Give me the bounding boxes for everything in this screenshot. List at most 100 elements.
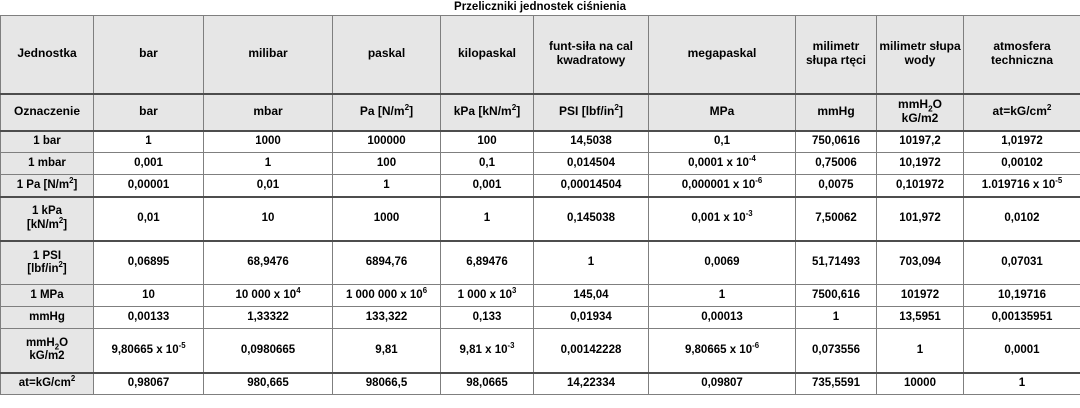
table-cell: 10 <box>203 195 333 241</box>
table-cell: 101,972 <box>876 195 964 241</box>
row-label: at=kG/cm2 <box>0 371 94 395</box>
table-row: 1 MPa 10 10 000 x 104 1 000 000 x 106 1 000 … <box>0 284 1080 307</box>
table-cell: 100 <box>440 130 534 153</box>
table-cell: 9,81 <box>332 328 441 373</box>
table-cell: 0,001 <box>440 174 534 197</box>
row-label: 1 mbar <box>0 152 94 175</box>
table-cell: 0,01 <box>203 174 333 197</box>
table-cell: 1 000 x 103 <box>440 284 534 307</box>
table-row: mmHg 0,00133 1,33322 133,322 0,133 0,01934 0,0… <box>0 306 1080 329</box>
page-title: Przeliczniki jednostek ciśnienia <box>454 1 626 13</box>
table-cell: 10000 <box>876 371 964 395</box>
table-row: 1 PSI [lbf/in2] 0,06895 68,9476 6894,76 6,894… <box>0 239 1080 285</box>
header-symbol-mmhg: mmHg <box>795 93 877 132</box>
table-cell: 0,01 <box>93 195 204 241</box>
header-unit-mmhg: milimetr słupa rtęci <box>795 15 877 95</box>
table-cell: 101972 <box>876 284 964 307</box>
table-row: 1 bar 1 1000 100000 100 14,5038 0,1 750,0616 101… <box>0 130 1080 153</box>
table-cell: 51,71493 <box>795 239 877 285</box>
table-cell: 0,00133 <box>93 306 204 329</box>
table-cell: 0,98067 <box>93 371 204 395</box>
table-cell: 0,01934 <box>533 306 649 329</box>
table-cell: 98,0665 <box>440 371 534 395</box>
table-cell: 14,22334 <box>533 371 649 395</box>
table-cell: 13,5951 <box>876 306 964 329</box>
table-cell: 0,001 <box>93 152 204 175</box>
table-cell: 133,322 <box>332 306 441 329</box>
row-label: mmHg <box>0 306 94 329</box>
table-cell: 1 <box>93 130 204 153</box>
table-cell: 10,19716 <box>963 284 1080 307</box>
header-symbol-mbar: mbar <box>203 93 333 132</box>
table-cell: 1 <box>876 328 964 373</box>
table-cell: 7,50062 <box>795 195 877 241</box>
table-cell: 1 <box>203 152 333 175</box>
table-cell: 0,09807 <box>648 371 796 395</box>
table-cell: 0,133 <box>440 306 534 329</box>
table-row: 1 Pa [N/m2] 0,00001 0,01 1 0,001 0,00014504 0,… <box>0 174 1080 197</box>
header-symbol-kpa: kPa [kN/m2] <box>440 93 534 132</box>
header-unit-paskal: paskal <box>332 15 441 95</box>
header-jednostka: Jednostka <box>0 15 94 95</box>
table-cell: 9,80665 x 10-6 <box>648 328 796 373</box>
table-cell: 0,0001 x 10-4 <box>648 152 796 175</box>
table-cell: 0,00014504 <box>533 174 649 197</box>
table-cell: 1,33322 <box>203 306 333 329</box>
table-cell: 10 <box>93 284 204 307</box>
table-cell: 1000 <box>332 195 441 241</box>
header-unit-milibar: milibar <box>203 15 333 95</box>
table-cell: 7500,616 <box>795 284 877 307</box>
row-label: 1 bar <box>0 130 94 153</box>
table-cell: 1000 <box>203 130 333 153</box>
table-cell: 703,094 <box>876 239 964 285</box>
table-cell: 98066,5 <box>332 371 441 395</box>
header-unit-mmh2o: milimetr słupa wody <box>876 15 964 95</box>
table-cell: 0,00135951 <box>963 306 1080 329</box>
table-cell: 10 000 x 104 <box>203 284 333 307</box>
table-cell: 0,75006 <box>795 152 877 175</box>
table-cell: 0,1 <box>440 152 534 175</box>
header-symbol-mpa: MPa <box>648 93 796 132</box>
header-symbol-mmh2o: mmH2O kG/m2 <box>876 93 964 132</box>
header-symbol-bar: bar <box>93 93 204 132</box>
header-symbol-at: at=kG/cm2 <box>963 93 1080 132</box>
table-cell: 0,0102 <box>963 195 1080 241</box>
table-cell: 0,001 x 10-3 <box>648 195 796 241</box>
table-row: at=kG/cm2 0,98067 980,665 98066,5 98,0665 14,… <box>0 371 1080 395</box>
row-label: 1 PSI [lbf/in2] <box>0 239 94 285</box>
table-cell: 10197,2 <box>876 130 964 153</box>
table-cell: 6,89476 <box>440 239 534 285</box>
row-label: 1 MPa <box>0 284 94 307</box>
table-cell: 1.019716 x 10-5 <box>963 174 1080 197</box>
table-cell: 1 <box>648 284 796 307</box>
table-cell: 1 <box>963 371 1080 395</box>
header-unit-bar: bar <box>93 15 204 95</box>
table-head: Jednostka bar milibar paskal kilopaskal … <box>0 15 1080 132</box>
table-row: mmH2O kG/m2 9,80665 x 10-5 0,0980665 9,81 9,8… <box>0 328 1080 373</box>
row-label: 1 Pa [N/m2] <box>0 174 94 197</box>
table-cell: 0,0001 <box>963 328 1080 373</box>
table-cell: 0,07031 <box>963 239 1080 285</box>
table-cell: 0,101972 <box>876 174 964 197</box>
table-cell: 10,1972 <box>876 152 964 175</box>
table-cell: 0,000001 x 10-6 <box>648 174 796 197</box>
header-oznaczenie: Oznaczenie <box>0 93 94 132</box>
table-body: 1 bar 1 1000 100000 100 14,5038 0,1 750,0616 101… <box>0 130 1080 395</box>
header-unit-kilopaskal: kilopaskal <box>440 15 534 95</box>
row-label: 1 kPa [kN/m2] <box>0 195 94 241</box>
table-cell: 1,01972 <box>963 130 1080 153</box>
table-cell: 14,5038 <box>533 130 649 153</box>
header-symbol-psi: PSI [lbf/in2] <box>533 93 649 132</box>
table-cell: 1 <box>795 306 877 329</box>
table-cell: 0,00142228 <box>533 328 649 373</box>
table-cell: 1 <box>332 174 441 197</box>
table-cell: 0,1 <box>648 130 796 153</box>
table-cell: 1 <box>533 239 649 285</box>
header-row-symbols: Oznaczenie bar mbar Pa [N/m2] kPa [kN/m2… <box>0 93 1080 132</box>
table-cell: 6894,76 <box>332 239 441 285</box>
table-cell: 9,80665 x 10-5 <box>93 328 204 373</box>
header-row-unit-names: Jednostka bar milibar paskal kilopaskal … <box>0 15 1080 95</box>
table-cell: 9,81 x 10-3 <box>440 328 534 373</box>
table-cell: 0,0980665 <box>203 328 333 373</box>
